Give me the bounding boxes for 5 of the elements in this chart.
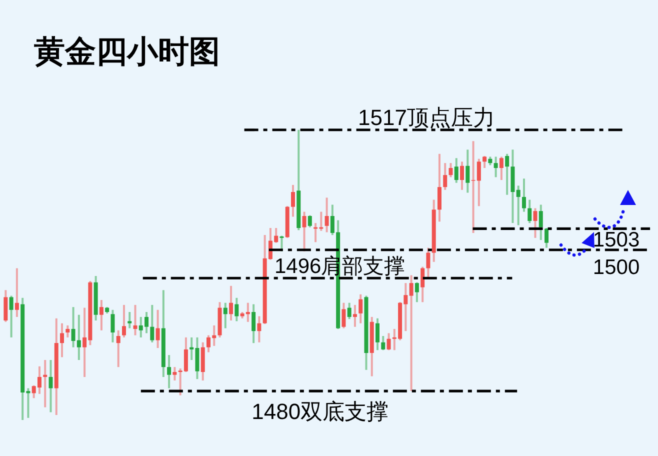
ref-line-label: 1517顶点压力 bbox=[358, 104, 495, 130]
ref-line-label: 1500 bbox=[592, 256, 640, 279]
ref-line-label: 1503 bbox=[592, 228, 640, 252]
ref-line-label: 1480双底支撑 bbox=[252, 399, 389, 424]
text: 黄金四小时图 bbox=[34, 34, 220, 69]
